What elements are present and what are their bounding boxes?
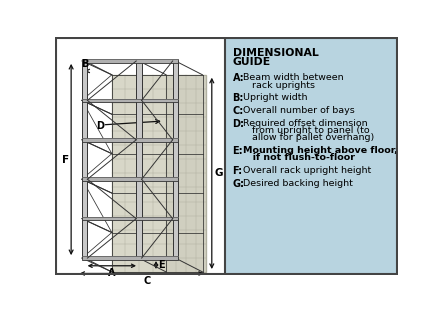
Bar [136,61,142,258]
Text: A:: A: [232,73,244,83]
Text: D: D [96,121,104,131]
Bar [173,61,178,258]
Text: Overall number of bays: Overall number of bays [244,106,355,115]
Bar [82,177,178,181]
Text: from upright to panel (to: from upright to panel (to [244,126,370,135]
Bar [82,217,178,220]
Text: G: G [215,168,223,178]
Text: allow for pallet overhang): allow for pallet overhang) [244,133,375,142]
Text: E:: E: [232,146,243,156]
Text: C: C [144,276,151,286]
Bar [82,59,178,63]
Text: A: A [108,268,115,278]
Bar [82,99,178,102]
Polygon shape [112,75,166,272]
Bar [82,61,88,258]
Text: B: B [81,59,88,69]
Bar [82,256,178,260]
Text: F:: F: [232,166,243,176]
Polygon shape [166,75,206,272]
Text: D:: D: [232,119,244,129]
Bar [225,37,398,275]
Text: Beam width between: Beam width between [244,73,344,82]
Text: E: E [158,260,165,270]
Text: C:: C: [232,106,244,116]
Text: if not flush-to-floor: if not flush-to-floor [244,153,355,162]
Text: Overall rack upright height: Overall rack upright height [244,166,372,175]
Text: Mounting height above floor,: Mounting height above floor, [244,146,398,155]
Text: G:: G: [232,179,244,189]
Text: Required offset dimension: Required offset dimension [244,119,368,128]
Text: Desired backing height: Desired backing height [244,179,353,188]
Text: GUIDE: GUIDE [232,57,271,67]
Text: rack uprights: rack uprights [244,81,316,90]
Text: B:: B: [232,93,244,103]
Text: DIMENSIONAL: DIMENSIONAL [232,48,318,58]
Bar [55,37,225,275]
Text: F: F [62,154,69,164]
Text: Upright width: Upright width [244,93,308,102]
Bar [82,138,178,142]
